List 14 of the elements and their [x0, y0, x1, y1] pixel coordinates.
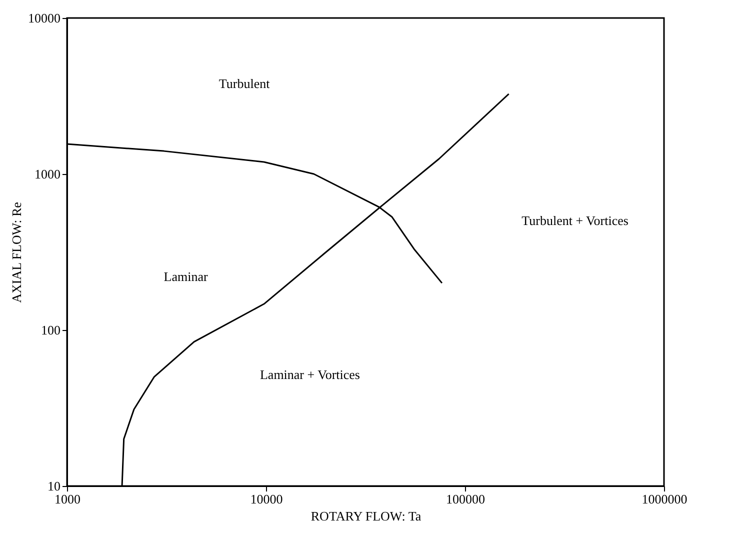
annotation: Laminar: [164, 268, 208, 284]
annotation: Turbulent + Vortices: [522, 213, 628, 228]
annotation: Turbulent: [218, 76, 270, 91]
annotation: Laminar + Vortices: [260, 367, 360, 382]
y-tick-label: 10000: [28, 10, 60, 26]
x-tick-label: 100000: [446, 492, 485, 506]
x-axis-title: ROTARY FLOW: Ta: [310, 508, 422, 524]
y-tick-label: 10: [48, 478, 60, 494]
x-tick-label: 10000: [250, 492, 283, 506]
y-axis-title: AXIAL FLOW: Re: [9, 202, 24, 303]
x-tick-label: 1000000: [642, 492, 688, 506]
y-tick-label: 1000: [34, 166, 60, 182]
y-tick-label: 100: [41, 322, 60, 338]
x-tick-label: 1000: [54, 492, 80, 506]
